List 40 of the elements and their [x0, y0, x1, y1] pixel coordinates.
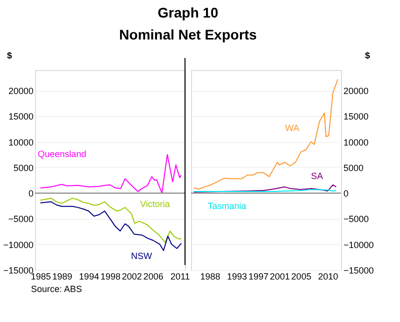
series-label: SA — [310, 171, 324, 181]
y2-tick-label: 20000 — [344, 86, 369, 96]
x-tick-label: 1997 — [248, 272, 268, 282]
y2-tick-label: 5000 — [344, 162, 364, 173]
y-tick-label: 10000 — [8, 137, 34, 148]
x-tick-label: 1993 — [227, 272, 248, 282]
chart-subtitle: Nominal Net Exports — [119, 26, 258, 42]
y-tick-label: 5000 — [13, 162, 34, 173]
y-tick-label: 20000 — [8, 86, 34, 96]
x-tick-label: 2011 — [170, 272, 190, 282]
x-tick-label: 2010 — [318, 272, 338, 282]
y-tick-label: 0 — [28, 188, 34, 199]
series-label: Tasmania — [208, 201, 246, 211]
chart-title: Graph 10 — [158, 4, 219, 20]
y-tick-label: −10000 — [3, 240, 34, 250]
x-tick-label: 2006 — [143, 272, 164, 282]
y2-tick-label: −15000 — [344, 266, 374, 276]
y2-tick-label: −10000 — [344, 240, 374, 250]
y2-tick-label: 15000 — [344, 112, 369, 122]
y-tick-label: 15000 — [8, 112, 34, 122]
x-tick-label: 1998 — [100, 272, 121, 282]
y2-tick-label: 10000 — [344, 137, 369, 148]
y2-tick-label: 0 — [344, 188, 349, 199]
y-axis-title: $ — [6, 50, 12, 60]
x-tick-label: 1988 — [200, 272, 220, 282]
y2-axis-title: $ — [364, 50, 370, 60]
x-tick-label: 1989 — [52, 272, 72, 282]
series-label: NSW — [131, 251, 152, 261]
x-tick-label: 1985 — [30, 272, 51, 282]
x-tick-label: 2002 — [122, 272, 142, 282]
text: Queensland — [38, 149, 86, 159]
series-label: Victoria — [140, 199, 170, 209]
y-tick-label: −5000 — [8, 214, 34, 224]
series-label: WA — [285, 123, 300, 133]
x-tick-label: 2001 — [270, 272, 290, 282]
x-tick-label: 1994 — [79, 272, 100, 282]
x-tick-label: 2005 — [291, 272, 312, 282]
y-tick-label: −15000 — [3, 266, 34, 276]
y2-tick-label: −5000 — [344, 214, 369, 224]
source-note: Source: ABS — [31, 284, 82, 294]
